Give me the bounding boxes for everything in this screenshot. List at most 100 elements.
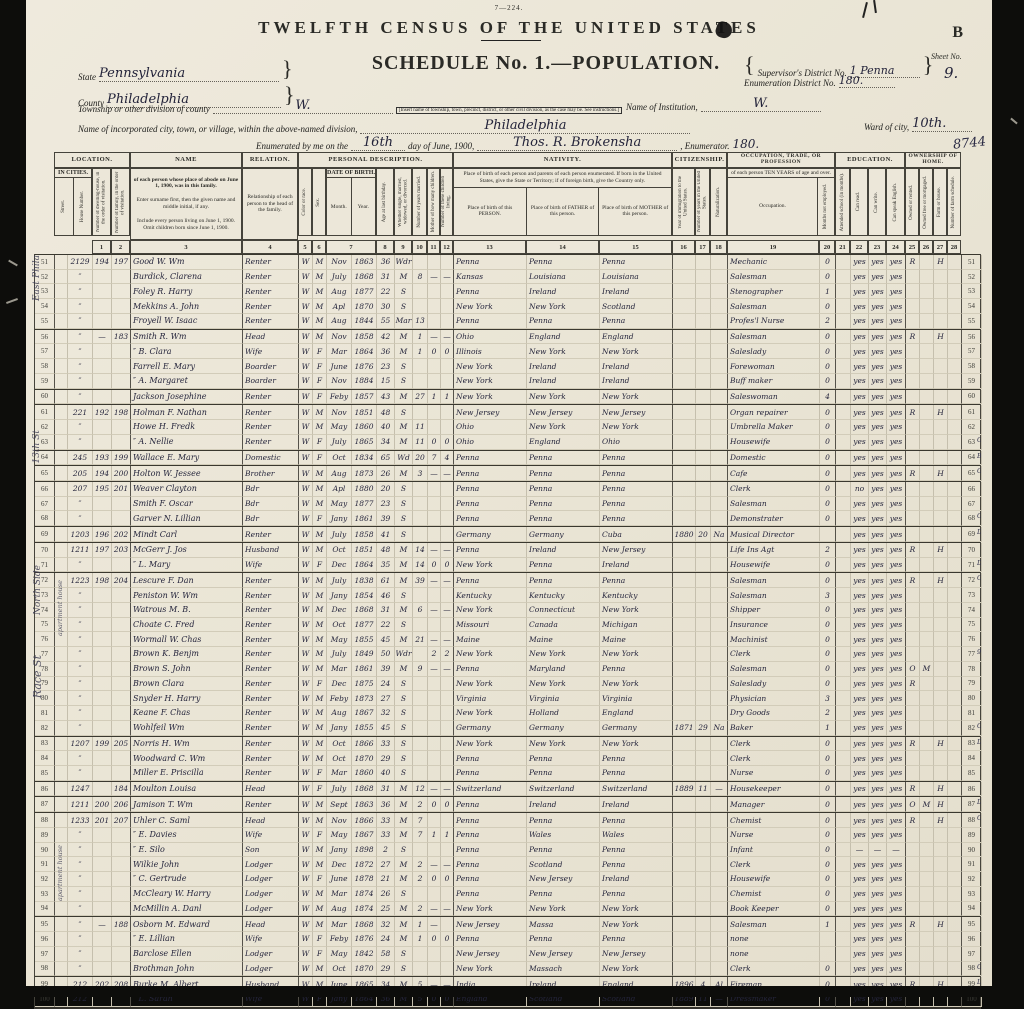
cell-immigration_year [673,466,696,482]
cell-family_no [112,373,131,389]
column-number: 27 [933,240,947,254]
cell-line: 95 [962,917,982,933]
cell-children_living [441,961,454,977]
cell-name: Smith F. Oscar [131,496,243,512]
cell-farm_schedule [948,781,962,797]
cell-can_write: yes [869,797,887,813]
cell-children_living: 2 [441,647,454,662]
cell-line: 87 [35,797,55,813]
census-row: 83 1207 199 205 Norris H. Wm Renter W M Oct 1866 3… [35,735,982,752]
cell-immigration_year [673,420,696,435]
cell-can_read: yes [851,781,869,797]
cell-attended_school [836,781,851,797]
cell-can_read: yes [851,813,869,828]
census-row: 75 ″ Choate C. Fred Renter W M Oct 1877 22 S Misso… [35,617,982,633]
cell-father_birthplace: Maine [527,632,600,648]
cell-free_or_mortgaged [920,450,934,466]
cell-street [55,557,68,573]
cell-color: W [299,797,313,813]
cell-color: W [299,886,313,902]
cell-attended_school [836,299,851,314]
cell-line: 58 [962,359,982,374]
cell-birth_month: Nov [327,373,352,389]
cell-line: 64 [35,450,55,466]
cell-months_not_employed: 0 [820,359,836,374]
cell-age: 32 [377,917,395,933]
cell-line: 69 [35,527,55,542]
cell-immigration_year [673,329,696,345]
cell-farm_schedule [948,466,962,482]
cell-years_in_us [696,557,711,573]
cell-age: 21 [377,872,395,887]
cell-children_living: — [441,573,454,589]
cell-sex: M [313,647,327,662]
cell-birthplace: New Jersey [454,917,527,933]
cell-birth_year: 1855 [352,720,377,736]
cell-father_birthplace: Penna [527,482,600,497]
cell-line: 71 [35,557,55,573]
cell-immigration_year [673,573,696,589]
cell-mother_birthplace: Penna [600,932,673,947]
column-number [961,240,981,252]
cell-years_in_us: 29 [696,720,711,736]
cell-line: 79 [962,676,982,692]
cell-can_speak_english: yes [887,886,906,902]
cell-naturalization: Na [711,527,728,542]
cell-birth_month: Mar [327,917,352,933]
cell-birth_month: May [327,827,352,843]
cell-farm_or_house [934,299,948,314]
cell-relation: Renter [243,313,299,329]
cell-marital: S [395,299,413,314]
cell-mother_of_children [428,299,441,314]
cell-father_birthplace: New York [527,299,600,314]
cell-attended_school [836,542,851,558]
cell-sex: M [313,797,327,813]
cell-line: 98G-1 [962,961,982,977]
cell-birth_month: Nov [327,329,352,345]
cell-father_birthplace: New York [527,676,600,692]
cell-naturalization [711,269,728,285]
cell-children_living [441,706,454,721]
cell-years_in_us [696,389,711,405]
cell-owned_or_rented [906,901,920,917]
cell-house_number: ″ [68,269,93,285]
cell-can_write: yes [869,466,887,482]
cell-age: 42 [377,329,395,345]
cell-owned_or_rented [906,373,920,389]
cell-line: 62 [962,420,982,435]
cell-birth_year: 1851 [352,542,377,558]
cell-children_living [441,842,454,858]
cell-farm_or_house [934,557,948,573]
cell-children_living [441,588,454,603]
cell-birth_month: Nov [327,813,352,828]
cell-name: Wormall W. Chas [131,632,243,648]
cell-line: 51 [35,255,55,270]
cell-birth_month: July [327,269,352,285]
cell-mother_birthplace: Penna [600,886,673,902]
cell-street [55,511,68,527]
cell-occupation: Demonstrater [728,511,820,527]
cell-sex: M [313,617,327,633]
cell-marital: M [395,917,413,933]
cell-occupation: Machinist [728,632,820,648]
cell-line: 56 [35,329,55,345]
cell-mother_birthplace: Virginia [600,691,673,707]
cell-street [55,373,68,389]
cell-mother_birthplace: Ireland [600,557,673,573]
cell-months_not_employed: 4 [820,389,836,405]
cell-line: 73 [962,588,982,603]
cell-relation: Renter [243,573,299,589]
cell-marital: S [395,751,413,766]
cell-occupation: Clerk [728,857,820,873]
cell-occupation: Forewoman [728,359,820,374]
cell-years_in_us [696,647,711,662]
cell-years_in_us [696,344,711,360]
cell-birthplace: New Jersey [454,405,527,421]
cell-can_speak_english: yes [887,765,906,781]
cell-street [55,255,68,270]
cell-free_or_mortgaged [920,511,934,527]
cell-farm_or_house: H [934,405,948,421]
cell-birth_month: Dec [327,676,352,692]
cell-line: 64B-2 [962,450,982,466]
cell-color: W [299,720,313,736]
